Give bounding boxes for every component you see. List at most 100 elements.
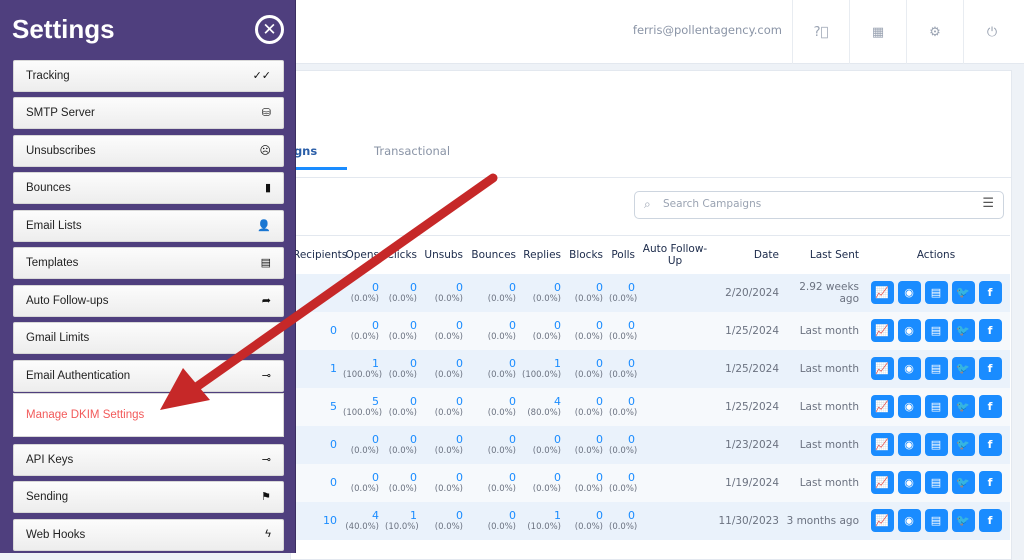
archive-button[interactable]: ▤ [924, 395, 948, 418]
archive-button[interactable]: ▤ [924, 319, 948, 342]
column-header[interactable]: Recipients [290, 235, 347, 274]
blocks-cell: 0 (0.0%) [564, 273, 606, 312]
chart-button[interactable]: 📈 [870, 509, 894, 532]
sad-face-icon: ☹ [259, 145, 271, 157]
unsubs-cell: 0 (0.0%) [420, 463, 466, 502]
recipients-cell: 0 [290, 463, 340, 502]
sidebar-item-templates[interactable]: Templates ▤ [13, 247, 284, 279]
sidebar-item-bounces[interactable]: Bounces ▮ [13, 172, 284, 204]
clicks-cell: 0 (0.0%) [382, 425, 420, 464]
power-icon[interactable]: ⏻ [963, 0, 1020, 64]
search-input[interactable] [663, 198, 963, 210]
column-header[interactable]: Blocks [564, 235, 606, 274]
clicks-cell: 0 (0.0%) [382, 349, 420, 388]
auto-follow-up-cell [638, 387, 712, 426]
tab-bar: igns Transactional [280, 128, 1012, 178]
table-row[interactable]: 0 0 (0.0%) 0 (0.0%) 0 (0.0%) 0 (0.0%) 0 (0.0%) 0 (0.… [290, 425, 1010, 464]
column-header[interactable]: Actions [862, 235, 1010, 274]
auto-follow-up-cell [638, 349, 712, 388]
table-row[interactable]: 0 0 (0.0%) 0 (0.0%) 0 (0.0%) 0 (0.0%) 0 (0.0%) 0 (0.… [290, 311, 1010, 350]
table-row[interactable]: 1 1 (100.0%) 0 (0.0%) 0 (0.0%) 0 (0.0%) 1 (100.0%)… [290, 349, 1010, 388]
facebook-icon: f [987, 286, 993, 299]
sidebar-item-auto-follow-ups[interactable]: Auto Follow-ups ➦ [13, 285, 284, 317]
facebook-button[interactable]: f [978, 281, 1002, 304]
eye-button[interactable]: ◉ [897, 433, 921, 456]
eye-button[interactable]: ◉ [897, 357, 921, 380]
chart-button[interactable]: 📈 [870, 357, 894, 380]
column-header[interactable]: Replies [519, 235, 564, 274]
column-header[interactable]: Unsubs [420, 235, 466, 274]
chart-button[interactable]: 📈 [870, 471, 894, 494]
tab-transactional[interactable]: Transactional [374, 144, 451, 158]
sidebar-item-gmail-limits[interactable]: Gmail Limits ◔ [13, 322, 284, 354]
sidebar-item-label: SMTP Server [26, 107, 95, 119]
twitter-button[interactable]: 🐦 [951, 433, 975, 456]
facebook-button[interactable]: f [978, 357, 1002, 380]
unsubs-cell: 0 (0.0%) [420, 425, 466, 464]
opens-cell: 0 (0.0%) [340, 463, 382, 502]
column-header[interactable]: Opens [340, 235, 382, 274]
twitter-button[interactable]: 🐦 [951, 395, 975, 418]
eye-button[interactable]: ◉ [897, 395, 921, 418]
chart-button[interactable]: 📈 [870, 433, 894, 456]
archive-button[interactable]: ▤ [924, 433, 948, 456]
sidebar-item-web-hooks[interactable]: Web Hooks ϟ [13, 519, 284, 551]
recipients-cell: 10 [290, 501, 340, 540]
sidebar-item-sending[interactable]: Sending ⚑ [13, 481, 284, 513]
chart-button[interactable]: 📈 [870, 319, 894, 342]
eye-button[interactable]: ◉ [897, 509, 921, 532]
gear-icon[interactable]: ⚙ [906, 0, 963, 64]
twitter-button[interactable]: 🐦 [951, 357, 975, 380]
archive-button[interactable]: ▤ [924, 471, 948, 494]
column-header[interactable]: Auto Follow-Up [638, 235, 712, 274]
twitter-icon: 🐦 [956, 476, 970, 489]
chart-icon: 📈 [875, 362, 889, 375]
column-header[interactable]: Date [712, 235, 782, 274]
twitter-button[interactable]: 🐦 [951, 319, 975, 342]
column-header[interactable]: Polls [606, 235, 638, 274]
bounces-cell: 0 (0.0%) [466, 311, 519, 350]
table-row[interactable]: 10 4 (40.0%) 1 (10.0%) 0 (0.0%) 0 (0.0%) 1 (10.0%)… [290, 501, 1010, 540]
clicks-cell: 1 (10.0%) [382, 501, 420, 540]
sidebar-item-email-lists[interactable]: Email Lists 👤 [13, 210, 284, 242]
facebook-button[interactable]: f [978, 433, 1002, 456]
close-icon[interactable]: ✕ [255, 15, 284, 44]
sidebar-item-unsubscribes[interactable]: Unsubscribes ☹ [13, 135, 284, 167]
sidebar-item-email-authentication[interactable]: Email Authentication ⊸ [13, 360, 284, 392]
eye-button[interactable]: ◉ [897, 281, 921, 304]
twitter-button[interactable]: 🐦 [951, 281, 975, 304]
facebook-button[interactable]: f [978, 395, 1002, 418]
facebook-button[interactable]: f [978, 509, 1002, 532]
column-header[interactable]: Last Sent [782, 235, 862, 274]
column-header[interactable]: Bounces [466, 235, 519, 274]
eye-button[interactable]: ◉ [897, 319, 921, 342]
sidebar-item-tracking[interactable]: Tracking ✓✓ [13, 60, 284, 92]
column-header[interactable]: Clicks [382, 235, 420, 274]
chart-button[interactable]: 📈 [870, 281, 894, 304]
sidebar-item-label: Email Lists [26, 220, 82, 232]
eye-button[interactable]: ◉ [897, 471, 921, 494]
sidebar-item-smtp-server[interactable]: SMTP Server ⛁ [13, 97, 284, 129]
facebook-button[interactable]: f [978, 319, 1002, 342]
table-row[interactable]: 0 0 (0.0%) 0 (0.0%) 0 (0.0%) 0 (0.0%) 0 (0.0%) 0 (0.… [290, 463, 1010, 502]
tab-campaigns[interactable]: igns [280, 144, 348, 170]
user-email[interactable]: ferris@pollentagency.com [632, 23, 782, 37]
eye-icon: ◉ [904, 362, 914, 375]
sidebar-subitem-manage-dkim[interactable]: Manage DKIM Settings [13, 393, 284, 437]
sidebar-item-api-keys[interactable]: API Keys ⊸ [13, 444, 284, 476]
help-icon[interactable]: ?⃝ [792, 0, 849, 64]
filter-icon[interactable]: ☰ [982, 196, 994, 211]
facebook-button[interactable]: f [978, 471, 1002, 494]
double-check-icon: ✓✓ [252, 70, 271, 82]
twitter-button[interactable]: 🐦 [951, 471, 975, 494]
table-row[interactable]: 5 5 (100.0%) 0 (0.0%) 0 (0.0%) 0 (0.0%) 4 (80.0%) 0… [290, 387, 1010, 426]
unsubs-cell: 0 (0.0%) [420, 387, 466, 426]
table-row[interactable]: 0 (0.0%) 0 (0.0%) 0 (0.0%) 0 (0.0%) 0 (0.0%) 0 (0.0… [290, 273, 1010, 312]
archive-button[interactable]: ▤ [924, 509, 948, 532]
date-cell: 1/25/2024 [712, 349, 782, 388]
archive-button[interactable]: ▤ [924, 357, 948, 380]
archive-button[interactable]: ▤ [924, 281, 948, 304]
chart-button[interactable]: 📈 [870, 395, 894, 418]
apps-grid-icon[interactable]: ▦ [849, 0, 906, 64]
twitter-button[interactable]: 🐦 [951, 509, 975, 532]
